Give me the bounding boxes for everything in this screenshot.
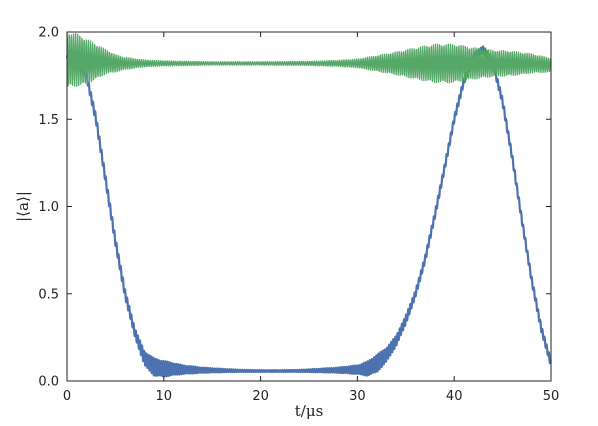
y-axis-ticks: 0.0 0.5 1.0 1.5 2.0 <box>38 26 551 390</box>
series-line-2 <box>66 32 552 87</box>
y-tick-label: 1.0 <box>38 200 59 215</box>
x-tick-label: 10 <box>156 389 173 404</box>
x-tick-label: 30 <box>349 389 366 404</box>
y-tick-label: 0.0 <box>38 375 59 390</box>
y-axis-label: |⟨a⟩| <box>14 191 32 222</box>
y-tick-label: 2.0 <box>38 26 59 41</box>
x-axis-label: t/μs <box>295 402 324 420</box>
x-tick-label: 50 <box>543 389 560 404</box>
y-tick-label: 1.5 <box>38 113 59 128</box>
x-tick-label: 20 <box>252 389 269 404</box>
plot-area <box>67 32 551 381</box>
y-tick-label: 0.5 <box>38 287 59 302</box>
x-axis-ticks: 0 10 20 30 40 50 <box>63 32 559 404</box>
x-tick-label: 0 <box>63 389 71 404</box>
series-layer <box>65 32 552 378</box>
x-tick-label: 40 <box>446 389 463 404</box>
